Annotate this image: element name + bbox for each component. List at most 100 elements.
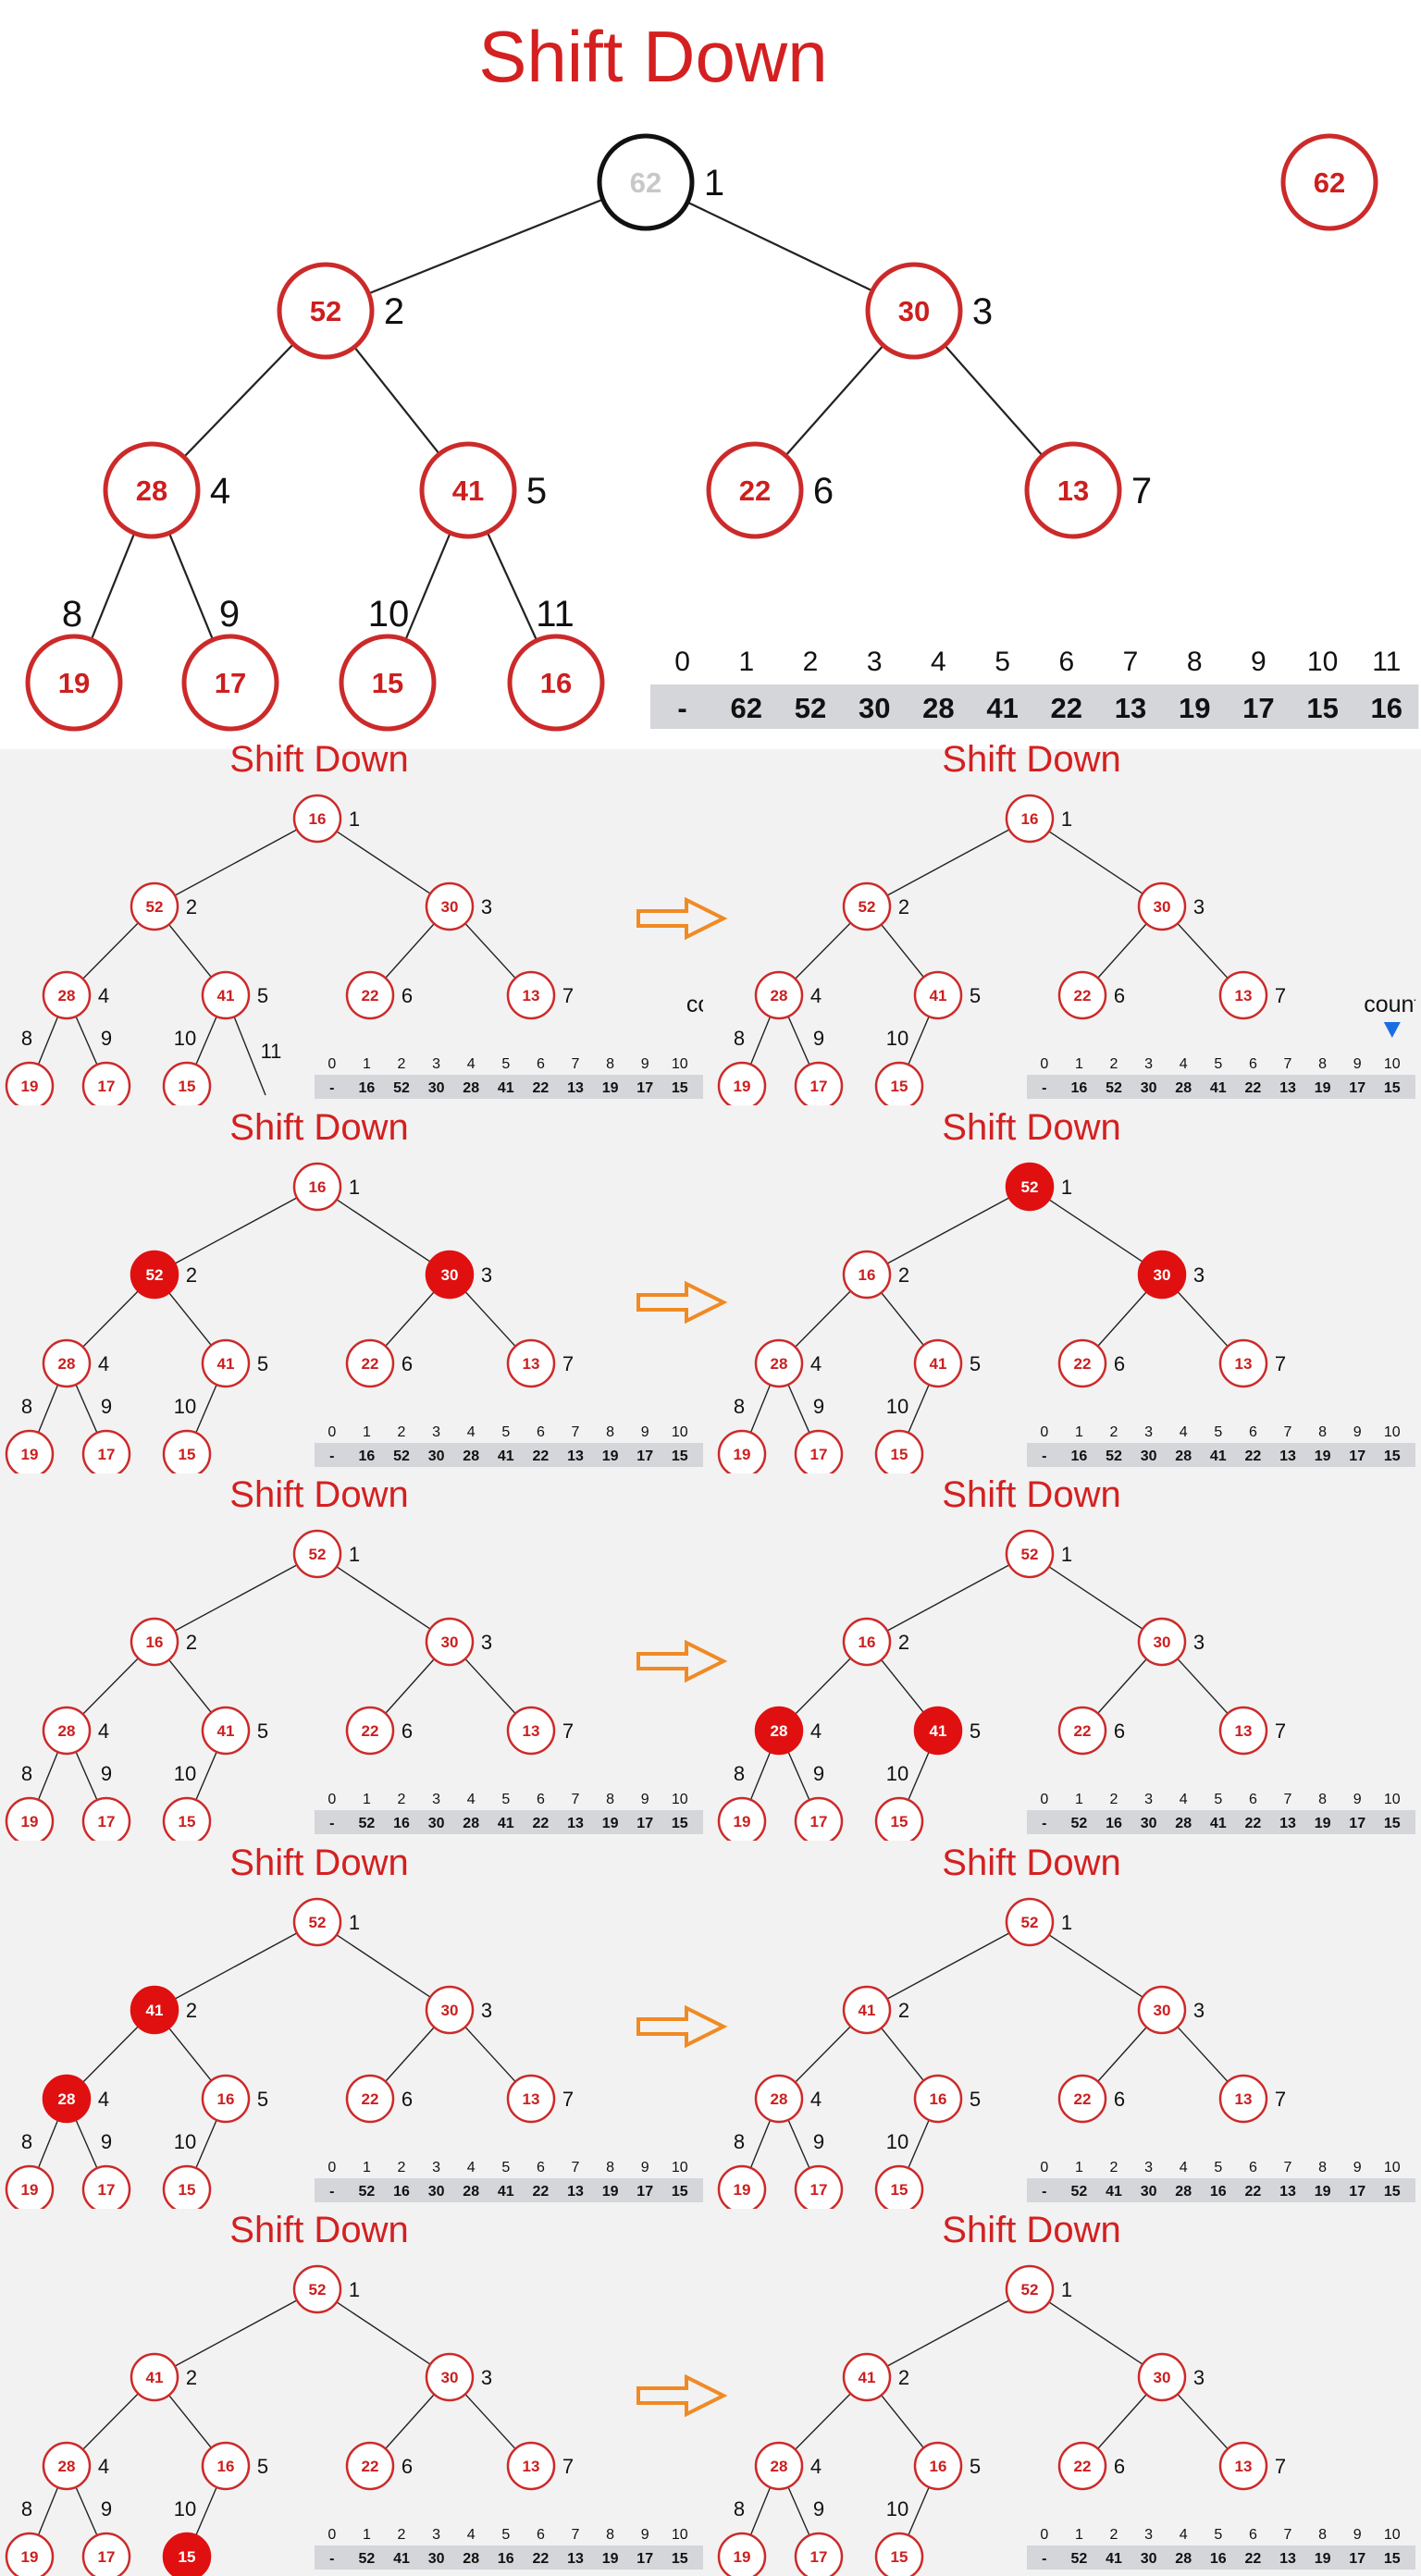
array-index: 1 [1075,2527,1083,2543]
tree-edge [1048,1199,1143,1263]
tree-edge [908,1016,930,1066]
tree-edge [75,1384,98,1434]
node-index-label: 5 [970,1719,981,1743]
tree-edge [168,2028,212,2081]
node-value: 22 [362,1355,379,1373]
array-index: 9 [641,1056,649,1072]
array-value: 52 [1071,2551,1088,2567]
node-value: 15 [891,1078,908,1095]
array-value: 52 [393,1448,410,1464]
tree-node: 19 [25,634,123,732]
count-label: count [686,992,703,1017]
node-value: 17 [810,1078,828,1095]
array-index: 6 [1249,1792,1257,1807]
tree-edge [881,2395,924,2448]
tree-node: 19 [717,2164,767,2209]
array-index: 2 [803,647,819,677]
array-index: 5 [995,647,1010,677]
array-index: 5 [501,2527,510,2543]
tree-edge [37,1751,59,1801]
node-index-label: 2 [186,1263,197,1287]
node-index-label: 10 [174,2497,196,2521]
node-index-label: 8 [62,594,82,635]
tree-edge [1048,1934,1143,1998]
array-index: 9 [1353,2527,1362,2543]
node-value: 13 [1235,2458,1253,2475]
node-index-label: 2 [186,895,197,918]
tree-node: 19 [717,2532,767,2576]
array-value: 19 [1315,1080,1331,1096]
tree-edge [385,923,435,979]
array-value: - [329,1080,334,1096]
array-index: 8 [606,1424,614,1440]
array-index: 9 [641,2160,649,2175]
array-value: 17 [636,1816,653,1831]
array-value: 41 [498,2184,514,2200]
tree-edge [174,1197,298,1264]
array-value: 17 [636,1080,653,1096]
array-value: 16 [1210,2184,1227,2200]
node-index-label: 4 [98,2455,109,2478]
array-value: - [1042,2184,1046,2200]
tree-edge [908,2119,930,2169]
heap-array [1027,1810,1415,1834]
tree-node: 28 [754,1338,804,1388]
tree-edge [195,1016,217,1066]
array-value: 16 [498,2551,514,2567]
tree-edge [168,2395,212,2448]
array-index: 4 [1180,1056,1188,1072]
array-value: 19 [1315,1448,1331,1464]
node-index-label: 10 [886,1762,908,1785]
tree-node: 16 [842,1617,892,1667]
node-index-label: 10 [886,1027,908,1050]
tree-node: 13 [1218,1338,1268,1388]
tree-edge [886,1932,1010,2000]
tree-node: 17 [81,1429,131,1473]
node-index-label: 9 [101,1395,112,1418]
node-value: 28 [58,987,76,1005]
step-panel: Shift Down 52 1 16 2 30 3 28 4 41 5 22 6 13 7 19 8 17 9 15 1… [712,1108,1415,1473]
array-index: 7 [1123,647,1139,677]
array-value: 13 [567,1080,584,1096]
array-index: 6 [1249,1424,1257,1440]
array-index: 7 [1284,2160,1292,2175]
tree-edge [1177,1290,1229,1348]
node-index-label: 1 [1061,1543,1072,1566]
array-index: 9 [641,1424,649,1440]
tree-node: 28 [42,1338,92,1388]
node-index-label: 9 [101,2497,112,2521]
array-value: 15 [672,2184,688,2200]
array-index: 8 [606,1792,614,1807]
tree-node: 41 [913,1706,963,1756]
heap-array [1027,1075,1415,1099]
node-value: 41 [930,1355,947,1373]
main-title: Shift Down [478,16,827,97]
array-index: 2 [1110,1792,1118,1807]
array-index: 7 [572,2527,580,2543]
array-index: 10 [1384,1424,1401,1440]
node-index-label: 2 [898,1999,909,2022]
tree-node: 22 [1057,1338,1107,1388]
node-value: 22 [362,2090,379,2108]
node-index-label: 5 [970,1352,981,1375]
array-index: 3 [432,2527,440,2543]
array-index: 6 [1249,2527,1257,2543]
array-index: 8 [606,2160,614,2175]
tree-edge [908,1384,930,1434]
node-value: 17 [810,1446,828,1463]
node-value: 19 [734,1078,751,1095]
tree-node: 41 [842,2352,892,2402]
array-index: 3 [867,647,883,677]
node-value: 52 [309,1546,327,1563]
array-value: 30 [1141,1816,1157,1831]
array-value: - [329,1448,334,1464]
tree-edge [795,922,851,980]
array-index: 7 [572,2160,580,2175]
node-value: 28 [58,1355,76,1373]
tree-edge [174,1932,298,2000]
node-value: 16 [146,1633,164,1651]
tree-node: 15 [874,1796,924,1841]
array-index: 0 [327,2160,336,2175]
node-index-label: 9 [813,1027,824,1050]
